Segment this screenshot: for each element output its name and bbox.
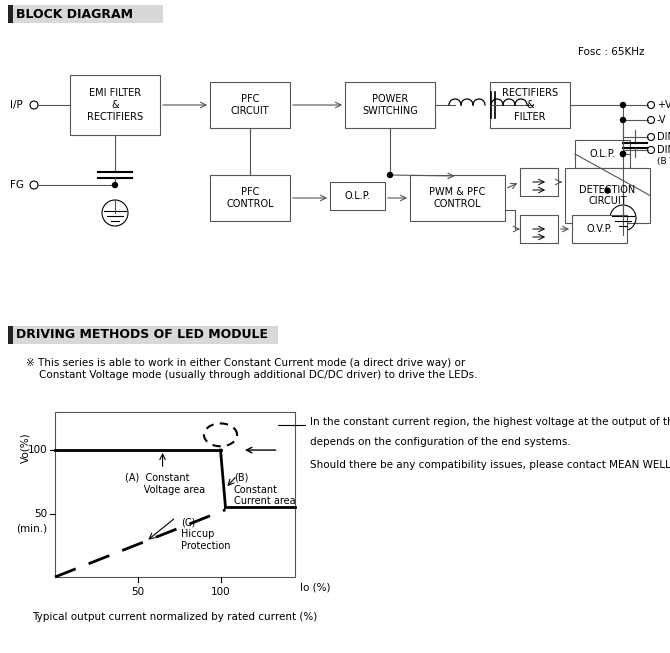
Text: (A)  Constant
      Voltage area: (A) Constant Voltage area — [125, 473, 204, 494]
Bar — [210, 175, 290, 221]
Text: (B)
Constant
Current area: (B) Constant Current area — [234, 473, 295, 506]
Text: DIM+: DIM+ — [657, 132, 670, 142]
Circle shape — [387, 172, 393, 178]
Bar — [8, 326, 278, 344]
Circle shape — [620, 118, 626, 123]
Text: +V: +V — [657, 100, 670, 110]
Circle shape — [620, 151, 626, 157]
Text: Typical output current normalized by rated current (%): Typical output current normalized by rat… — [32, 612, 318, 622]
Text: depends on the configuration of the end systems.: depends on the configuration of the end … — [310, 437, 571, 447]
Text: 50: 50 — [131, 587, 144, 597]
Bar — [55, 412, 295, 577]
Text: (min.): (min.) — [16, 524, 47, 534]
Bar — [520, 215, 558, 243]
Bar — [410, 175, 505, 221]
Circle shape — [605, 188, 610, 193]
Text: -V: -V — [657, 115, 667, 125]
Bar — [572, 215, 627, 243]
Text: BLOCK DIAGRAM: BLOCK DIAGRAM — [16, 7, 133, 20]
Bar — [8, 5, 13, 23]
Bar — [210, 82, 290, 128]
Bar — [8, 5, 163, 23]
Text: O.L.P.: O.L.P. — [590, 149, 616, 159]
Text: DRIVING METHODS OF LED MODULE: DRIVING METHODS OF LED MODULE — [16, 328, 268, 342]
Text: I/P: I/P — [10, 100, 23, 110]
Text: Fosc : 65KHz: Fosc : 65KHz — [578, 47, 645, 57]
Text: Io (%): Io (%) — [300, 582, 330, 592]
Circle shape — [620, 151, 626, 157]
Bar — [565, 168, 650, 223]
Text: POWER
SWITCHING: POWER SWITCHING — [362, 94, 418, 116]
Text: O.L.P.: O.L.P. — [344, 191, 371, 201]
Circle shape — [113, 182, 117, 187]
Text: DIM-: DIM- — [657, 145, 670, 155]
Bar — [330, 182, 385, 210]
Text: 100: 100 — [27, 445, 47, 455]
Text: Should there be any compatibility issues, please contact MEAN WELL.: Should there be any compatibility issues… — [310, 460, 670, 470]
Text: EMI FILTER
&
RECTIFIERS: EMI FILTER & RECTIFIERS — [87, 88, 143, 121]
Text: FG: FG — [10, 180, 24, 190]
Text: (C)
Hiccup
Protection: (C) Hiccup Protection — [181, 517, 230, 550]
Text: RECTIFIERS
&
FILTER: RECTIFIERS & FILTER — [502, 88, 558, 121]
Text: PFC
CIRCUIT: PFC CIRCUIT — [230, 94, 269, 116]
Circle shape — [620, 103, 626, 108]
Text: O.V.P.: O.V.P. — [586, 224, 612, 234]
Bar — [575, 140, 630, 168]
Text: Vo(%): Vo(%) — [20, 432, 30, 462]
Text: ※ This series is able to work in either Constant Current mode (a direct drive wa: ※ This series is able to work in either … — [26, 358, 478, 379]
Text: (B Type): (B Type) — [657, 157, 670, 167]
Text: PWM & PFC
CONTROL: PWM & PFC CONTROL — [429, 187, 486, 209]
Text: 50: 50 — [34, 509, 47, 518]
Bar — [345, 82, 435, 128]
Bar — [520, 168, 558, 196]
Text: 100: 100 — [210, 587, 230, 597]
Bar — [70, 75, 160, 135]
Text: DETECTION
CIRCUIT: DETECTION CIRCUIT — [580, 185, 636, 206]
Bar — [8, 326, 13, 344]
Bar — [490, 82, 570, 128]
Text: PFC
CONTROL: PFC CONTROL — [226, 187, 274, 209]
Text: In the constant current region, the highest voltage at the output of the driver: In the constant current region, the high… — [310, 417, 670, 427]
